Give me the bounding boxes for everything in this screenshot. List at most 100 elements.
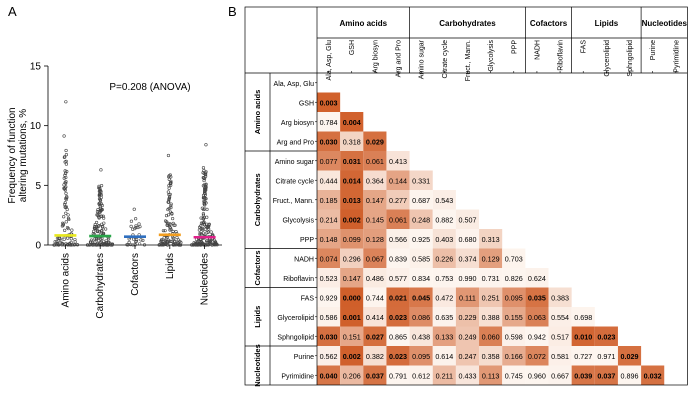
data-point bbox=[64, 220, 68, 224]
heat-cell bbox=[571, 307, 595, 327]
heat-cell bbox=[479, 248, 503, 268]
heat-cell bbox=[525, 346, 549, 366]
data-point bbox=[65, 195, 69, 200]
data-point bbox=[167, 183, 171, 188]
heat-cell bbox=[363, 151, 387, 171]
heat-cell-value: 0.388 bbox=[482, 313, 500, 322]
data-point bbox=[161, 243, 165, 247]
heat-cell-value: 0.486 bbox=[366, 274, 384, 283]
row-label: PPP bbox=[300, 237, 314, 244]
data-point bbox=[206, 225, 210, 229]
heat-cell bbox=[386, 209, 410, 229]
col-label: NADH bbox=[534, 40, 541, 60]
col-label: Citrate cycle bbox=[442, 40, 449, 79]
heat-cell bbox=[340, 229, 364, 249]
data-point bbox=[64, 162, 68, 166]
heat-cell bbox=[340, 287, 364, 307]
heat-cell bbox=[340, 365, 364, 385]
heat-cell bbox=[340, 151, 364, 171]
heat-cell-value: 0.027 bbox=[366, 332, 384, 341]
heat-cell bbox=[525, 307, 549, 327]
heat-cell-value: 0.614 bbox=[435, 352, 453, 361]
data-point bbox=[173, 223, 177, 227]
y-tick-label: 0 bbox=[35, 241, 41, 252]
heat-cell bbox=[432, 248, 456, 268]
data-point bbox=[175, 242, 179, 246]
heat-cell-value: 0.013 bbox=[343, 196, 361, 205]
row-label: Citrate cycle bbox=[275, 178, 314, 185]
heat-cell bbox=[594, 346, 618, 366]
col-label: GSH bbox=[349, 40, 356, 55]
y-tick-label: 10 bbox=[30, 121, 42, 132]
col-group-label: Carbohydrates bbox=[439, 19, 496, 28]
heat-cell bbox=[317, 131, 341, 151]
heat-cell-value: 0.313 bbox=[482, 235, 500, 244]
data-point bbox=[169, 239, 173, 243]
heat-cell bbox=[363, 131, 387, 151]
data-point bbox=[141, 238, 145, 242]
data-point bbox=[64, 197, 68, 201]
data-point bbox=[202, 215, 206, 220]
heat-cell-value: 0.433 bbox=[458, 371, 476, 380]
heat-cell bbox=[432, 365, 456, 385]
data-point bbox=[171, 229, 175, 234]
heat-cell-value: 0.554 bbox=[551, 313, 569, 322]
heat-cell-value: 0.247 bbox=[458, 352, 476, 361]
heat-cell-value: 0.077 bbox=[320, 157, 338, 166]
heat-cell-value: 0.277 bbox=[389, 196, 407, 205]
heat-cell bbox=[455, 307, 480, 327]
data-point bbox=[102, 216, 106, 220]
data-point bbox=[175, 235, 179, 240]
heat-cell-value: 0.727 bbox=[574, 352, 592, 361]
data-point bbox=[131, 243, 135, 247]
row-label: Arg and Pro bbox=[277, 139, 314, 146]
heat-cell bbox=[455, 287, 480, 307]
data-point bbox=[169, 206, 173, 210]
heat-cell-value: 0.383 bbox=[551, 293, 569, 302]
row-label: Fruct., Mann. bbox=[273, 198, 314, 205]
data-point bbox=[164, 242, 168, 247]
data-point bbox=[63, 188, 67, 192]
heat-cell bbox=[363, 365, 387, 385]
heat-cell-value: 0.251 bbox=[482, 293, 500, 302]
data-point bbox=[106, 237, 111, 241]
heat-cell-value: 0.004 bbox=[343, 118, 361, 127]
heat-cell bbox=[386, 151, 410, 171]
heat-cell-value: 0.037 bbox=[366, 371, 384, 380]
data-point bbox=[63, 171, 68, 175]
y-axis-label-line: altering mutations, % bbox=[18, 109, 29, 202]
heat-cell bbox=[340, 131, 364, 151]
heat-cell bbox=[409, 170, 433, 190]
heat-cell-value: 0.128 bbox=[366, 235, 384, 244]
data-point bbox=[97, 243, 101, 247]
heat-cell-value: 0.214 bbox=[320, 215, 338, 224]
col-label: Pyrimidine bbox=[673, 40, 680, 73]
heat-cell-value: 0.249 bbox=[458, 332, 476, 341]
data-point bbox=[99, 237, 103, 241]
heat-cell-value: 0.229 bbox=[458, 313, 476, 322]
row-group-label: Cofactors bbox=[253, 250, 262, 285]
data-point bbox=[205, 215, 209, 219]
data-point bbox=[61, 221, 65, 225]
data-point bbox=[201, 166, 206, 170]
heat-cell bbox=[386, 268, 410, 288]
heat-cell bbox=[525, 268, 549, 288]
data-point bbox=[201, 221, 205, 225]
data-point bbox=[57, 236, 61, 240]
heat-cell bbox=[455, 365, 480, 385]
heat-cell bbox=[386, 248, 410, 268]
data-point bbox=[101, 214, 105, 218]
heat-cell-value: 0.226 bbox=[435, 254, 453, 263]
row-group-label: Carbohydrates bbox=[253, 173, 262, 226]
heat-cell bbox=[363, 326, 387, 346]
heat-cell bbox=[502, 365, 526, 385]
x-tick-label: Lipids bbox=[165, 253, 176, 279]
heat-cell bbox=[502, 248, 526, 268]
data-point bbox=[66, 216, 71, 220]
col-label: Glycerolipid bbox=[604, 40, 611, 77]
heat-cell-value: 0.061 bbox=[366, 157, 384, 166]
heat-cell bbox=[340, 346, 364, 366]
heat-cell-value: 0.063 bbox=[528, 313, 546, 322]
data-point bbox=[126, 243, 130, 247]
heat-cell-value: 0.882 bbox=[435, 215, 453, 224]
